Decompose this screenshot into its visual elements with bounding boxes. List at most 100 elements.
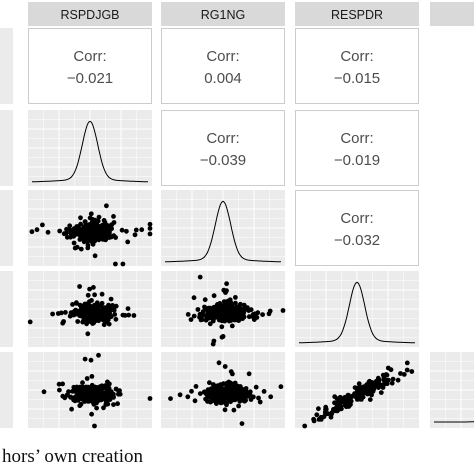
data-point: [131, 313, 137, 318]
corr-value: −0.019: [334, 152, 380, 169]
corr-panel-2: Corr: −0.015: [295, 28, 419, 104]
density-curve: [164, 200, 282, 263]
data-point: [101, 218, 107, 223]
data-point: [316, 406, 321, 412]
corr-panel-1: Corr: 0.004: [161, 28, 285, 104]
data-point: [185, 394, 191, 400]
data-point: [124, 228, 129, 234]
data-point: [102, 391, 108, 396]
data-point: [381, 377, 387, 383]
corr-value: −0.039: [200, 152, 246, 169]
data-point: [119, 227, 125, 233]
data-point: [72, 226, 78, 232]
data-point: [348, 402, 353, 407]
data-point: [210, 395, 216, 401]
data-point: [240, 388, 246, 394]
data-point: [219, 334, 225, 340]
data-point: [206, 314, 211, 320]
data-point: [318, 417, 324, 422]
data-point: [230, 371, 235, 377]
data-point: [113, 261, 118, 267]
data-point: [216, 360, 222, 366]
data-point: [207, 311, 213, 316]
data-point: [27, 319, 33, 325]
data-point: [72, 245, 78, 251]
data-point: [227, 297, 233, 303]
data-point: [79, 307, 85, 313]
data-point: [111, 402, 116, 407]
data-point: [82, 356, 88, 362]
data-point: [106, 321, 112, 327]
data-point: [256, 395, 261, 401]
scatter-panel-2: [161, 271, 286, 347]
data-point: [110, 303, 115, 308]
data-point: [83, 312, 89, 318]
data-point: [81, 385, 86, 391]
data-point: [64, 234, 70, 240]
data-point: [200, 309, 206, 314]
panel-left-2: [0, 190, 13, 266]
data-point: [132, 232, 138, 238]
data-point: [222, 407, 228, 413]
data-point: [73, 307, 78, 313]
data-point: [91, 320, 97, 326]
data-point: [122, 313, 128, 318]
strip-label: RG1NG: [201, 8, 245, 22]
data-point: [214, 401, 219, 406]
data-point: [205, 394, 211, 400]
corr-label: Corr:: [73, 48, 106, 65]
data-point: [323, 404, 329, 410]
data-point: [91, 390, 96, 396]
data-point: [56, 381, 62, 387]
data-point: [192, 398, 198, 404]
data-point: [57, 228, 63, 234]
data-point: [88, 211, 94, 217]
figure-caption: hors’ own creation: [2, 446, 144, 467]
data-point: [93, 309, 99, 315]
corr-value: −0.032: [334, 232, 380, 249]
data-point: [133, 227, 139, 233]
data-point: [60, 381, 65, 387]
data-point: [91, 285, 96, 290]
data-point: [29, 229, 35, 235]
data-point: [89, 316, 94, 322]
data-point: [105, 234, 110, 240]
data-point: [71, 240, 77, 246]
data-point: [195, 307, 201, 312]
data-point: [62, 395, 68, 401]
data-point: [261, 389, 267, 394]
data-point: [95, 303, 101, 309]
corr-panel-3: Corr: −0.039: [161, 110, 285, 186]
strip-partial: [430, 2, 474, 26]
data-point: [248, 397, 254, 402]
data-point: [233, 295, 238, 300]
data-point: [98, 397, 104, 403]
corr-panel-4: Corr: −0.019: [295, 110, 419, 186]
data-point: [197, 274, 203, 280]
data-point: [345, 398, 350, 403]
data-point: [147, 221, 153, 227]
data-point: [390, 376, 396, 382]
data-point: [367, 397, 373, 402]
data-point: [88, 357, 94, 363]
data-point: [211, 293, 217, 299]
density-curve: [31, 120, 149, 183]
data-point: [95, 234, 100, 240]
data-point: [236, 305, 241, 311]
data-point: [45, 229, 51, 235]
data-point: [139, 227, 145, 233]
data-point: [404, 367, 410, 373]
data-point: [242, 398, 248, 404]
data-point: [225, 394, 231, 399]
data-point: [251, 317, 257, 322]
data-point: [71, 233, 77, 239]
data-point: [112, 312, 118, 317]
strip-rspdjgb: RSPDJGB: [28, 2, 152, 26]
data-point: [236, 403, 242, 409]
data-point: [191, 295, 197, 301]
data-point: [82, 219, 88, 225]
data-point: [111, 307, 117, 313]
data-point: [92, 217, 98, 223]
data-point: [96, 214, 102, 220]
data-point: [260, 312, 265, 317]
